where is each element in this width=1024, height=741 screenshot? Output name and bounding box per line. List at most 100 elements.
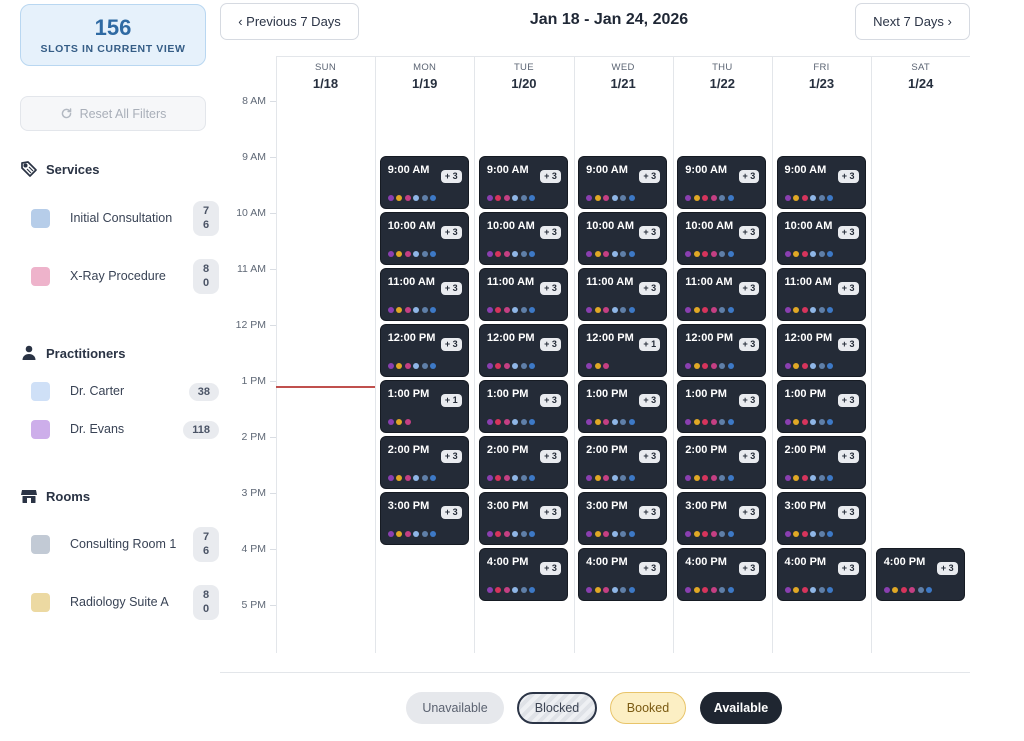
slot-more-badge[interactable]: + 3 [639, 394, 661, 407]
available-slot[interactable]: 12:00 PM + 3 [776, 324, 866, 377]
slot-more-badge[interactable]: + 3 [738, 170, 760, 183]
available-slot[interactable]: 11:00 AM + 3 [677, 268, 767, 321]
available-slot[interactable]: 2:00 PM + 3 [379, 436, 469, 489]
available-slot[interactable]: 3:00 PM + 3 [776, 492, 866, 545]
reset-filters-button[interactable]: Reset All Filters [20, 96, 206, 131]
slot-more-badge[interactable]: + 3 [440, 506, 462, 519]
practitioners-section-title: Practitioners [20, 344, 125, 362]
available-slot[interactable]: 1:00 PM + 1 [379, 380, 469, 433]
slot-more-badge[interactable]: + 3 [639, 450, 661, 463]
available-slot[interactable]: 12:00 PM + 3 [379, 324, 469, 377]
resource-dot [818, 531, 825, 537]
slot-more-badge[interactable]: + 3 [837, 506, 859, 519]
available-slot[interactable]: 1:00 PM + 3 [578, 380, 668, 433]
available-slot[interactable]: 12:00 PM + 1 [578, 324, 668, 377]
slot-more-badge[interactable]: + 3 [639, 282, 661, 295]
available-slot[interactable]: 9:00 AM + 3 [677, 156, 767, 209]
resource-dot [529, 363, 536, 369]
filter-room-radiology-suite-a[interactable]: Radiology Suite A 8 0 [31, 585, 219, 620]
available-slot[interactable]: 10:00 AM + 3 [578, 212, 668, 265]
slot-more-badge[interactable]: + 3 [540, 170, 561, 183]
slot-more-badge[interactable]: + 3 [738, 562, 760, 575]
slot-more-badge[interactable]: + 3 [540, 394, 561, 407]
available-slot[interactable]: 9:00 AM + 3 [478, 156, 568, 209]
next-7-days-button[interactable]: Next 7 Days › [855, 3, 970, 40]
available-slot[interactable]: 9:00 AM + 3 [776, 156, 866, 209]
slot-more-badge[interactable]: + 3 [738, 394, 760, 407]
filter-service-xray-procedure[interactable]: X-Ray Procedure 8 0 [31, 259, 219, 294]
slot-more-badge[interactable]: + 3 [440, 450, 462, 463]
available-slot[interactable]: 4:00 PM + 3 [578, 548, 668, 601]
available-slot[interactable]: 4:00 PM + 3 [677, 548, 767, 601]
available-slot[interactable]: 11:00 AM + 3 [478, 268, 568, 321]
available-slot[interactable]: 2:00 PM + 3 [776, 436, 866, 489]
slot-more-badge[interactable]: + 3 [738, 338, 760, 351]
slot-more-badge[interactable]: + 3 [540, 450, 561, 463]
available-slot[interactable]: 1:00 PM + 3 [677, 380, 767, 433]
available-slot[interactable]: 4:00 PM + 3 [875, 548, 965, 601]
available-slot[interactable]: 10:00 AM + 3 [478, 212, 568, 265]
slot-more-badge[interactable]: + 3 [837, 282, 859, 295]
slot-more-badge[interactable]: + 3 [639, 562, 661, 575]
slot-more-badge[interactable]: + 3 [440, 226, 462, 239]
available-slot[interactable]: 3:00 PM + 3 [478, 492, 568, 545]
resource-dot [827, 307, 833, 313]
slot-more-badge[interactable]: + 3 [837, 338, 859, 351]
filter-practitioner-dr-carter[interactable]: Dr. Carter 38 [31, 382, 219, 401]
available-slot[interactable]: 10:00 AM + 3 [379, 212, 469, 265]
available-slot[interactable]: 9:00 AM + 3 [578, 156, 668, 209]
available-slot[interactable]: 11:00 AM + 3 [578, 268, 668, 321]
available-slot[interactable]: 3:00 PM + 3 [677, 492, 767, 545]
slot-more-badge[interactable]: + 3 [738, 506, 760, 519]
slot-more-badge[interactable]: + 3 [540, 562, 561, 575]
previous-7-days-button[interactable]: ‹ Previous 7 Days [220, 3, 359, 40]
slot-more-badge[interactable]: + 3 [540, 506, 561, 519]
slot-more-badge[interactable]: + 3 [540, 226, 561, 239]
slot-more-badge[interactable]: + 3 [540, 338, 561, 351]
day-header-sat: SAT 1/24 [871, 62, 970, 91]
legend-available: Available [700, 692, 782, 724]
available-slot[interactable]: 4:00 PM + 3 [478, 548, 568, 601]
slot-resource-dots [784, 531, 833, 537]
slot-more-badge[interactable]: + 3 [837, 562, 859, 575]
slot-more-badge[interactable]: + 3 [936, 562, 958, 575]
slot-more-badge[interactable]: + 3 [738, 226, 760, 239]
available-slot[interactable]: 4:00 PM + 3 [776, 548, 866, 601]
resource-dot [413, 251, 420, 257]
available-slot[interactable]: 10:00 AM + 3 [677, 212, 767, 265]
filter-practitioner-dr-evans[interactable]: Dr. Evans 118 [31, 420, 219, 439]
slot-more-badge[interactable]: + 3 [837, 226, 859, 239]
slot-more-badge[interactable]: + 3 [837, 450, 859, 463]
filter-room-consulting-room-1[interactable]: Consulting Room 1 7 6 [31, 527, 219, 562]
slot-more-badge[interactable]: + 3 [738, 450, 760, 463]
available-slot[interactable]: 2:00 PM + 3 [578, 436, 668, 489]
available-slot[interactable]: 2:00 PM + 3 [478, 436, 568, 489]
slot-more-badge[interactable]: + 1 [440, 394, 462, 407]
available-slot[interactable]: 1:00 PM + 3 [776, 380, 866, 433]
slot-more-badge[interactable]: + 3 [837, 170, 859, 183]
slot-more-badge[interactable]: + 3 [639, 506, 661, 519]
available-slot[interactable]: 1:00 PM + 3 [478, 380, 568, 433]
available-slot[interactable]: 9:00 AM + 3 [379, 156, 469, 209]
slot-more-badge[interactable]: + 3 [837, 394, 859, 407]
slot-more-badge[interactable]: + 3 [738, 282, 760, 295]
available-slot[interactable]: 11:00 AM + 3 [379, 268, 469, 321]
slot-more-badge[interactable]: + 3 [639, 226, 661, 239]
slot-more-badge[interactable]: + 3 [639, 170, 661, 183]
resource-dot [793, 475, 799, 481]
filter-service-initial-consultation[interactable]: Initial Consultation 7 6 [31, 201, 219, 236]
available-slot[interactable]: 2:00 PM + 3 [677, 436, 767, 489]
slot-more-badge[interactable]: + 3 [440, 282, 462, 295]
available-slot[interactable]: 11:00 AM + 3 [776, 268, 866, 321]
available-slot[interactable]: 3:00 PM + 3 [379, 492, 469, 545]
available-slot[interactable]: 10:00 AM + 3 [776, 212, 866, 265]
slot-resource-dots [387, 475, 437, 481]
slot-more-badge[interactable]: + 1 [639, 338, 661, 351]
resource-dot [784, 419, 791, 425]
slot-more-badge[interactable]: + 3 [540, 282, 561, 295]
slot-more-badge[interactable]: + 3 [440, 170, 462, 183]
available-slot[interactable]: 12:00 PM + 3 [478, 324, 568, 377]
slot-more-badge[interactable]: + 3 [440, 338, 462, 351]
available-slot[interactable]: 3:00 PM + 3 [578, 492, 668, 545]
available-slot[interactable]: 12:00 PM + 3 [677, 324, 767, 377]
